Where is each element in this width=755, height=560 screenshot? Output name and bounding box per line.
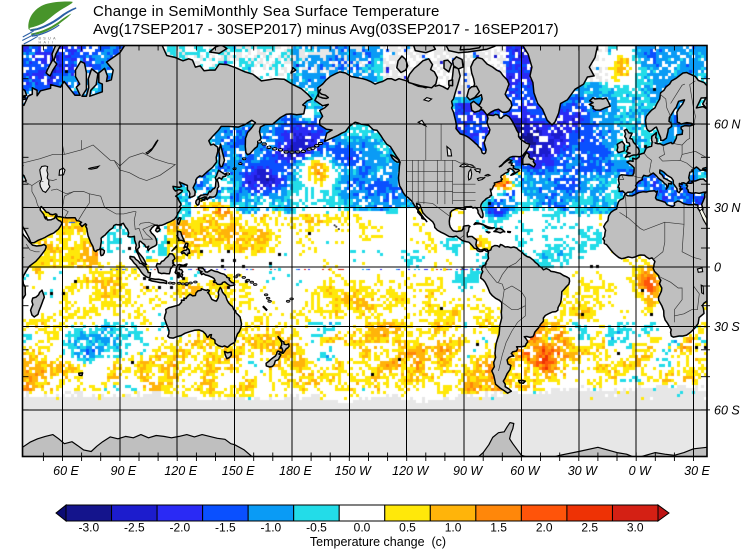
- svg-text:60 W: 60 W: [510, 464, 540, 478]
- svg-text:150 E: 150 E: [222, 464, 255, 478]
- svg-text:0 W: 0 W: [629, 464, 652, 478]
- svg-text:0: 0: [714, 261, 721, 275]
- svg-text:3.0: 3.0: [627, 521, 644, 535]
- svg-text:120 W: 120 W: [392, 464, 429, 478]
- svg-text:30 S: 30 S: [714, 320, 740, 334]
- svg-text:2.0: 2.0: [536, 521, 553, 535]
- svg-text:-2.5: -2.5: [124, 521, 145, 535]
- svg-text:60 N: 60 N: [714, 118, 741, 132]
- svg-text:-3.0: -3.0: [78, 521, 99, 535]
- svg-text:Temperature change (c): Temperature change (c): [310, 535, 446, 549]
- svg-text:HAII: HAII: [39, 41, 56, 45]
- svg-text:0.0: 0.0: [354, 521, 371, 535]
- svg-text:-2.0: -2.0: [169, 521, 190, 535]
- svg-text:120 E: 120 E: [164, 464, 197, 478]
- svg-text:90 E: 90 E: [111, 464, 137, 478]
- svg-text:-1.5: -1.5: [215, 521, 236, 535]
- svg-text:180 E: 180 E: [279, 464, 312, 478]
- svg-text:30 W: 30 W: [568, 464, 598, 478]
- svg-text:-0.5: -0.5: [306, 521, 327, 535]
- svg-text:0.5: 0.5: [399, 521, 416, 535]
- svg-text:90 W: 90 W: [453, 464, 483, 478]
- svg-text:30 E: 30 E: [684, 464, 710, 478]
- svg-text:-1.0: -1.0: [261, 521, 282, 535]
- svg-text:60 E: 60 E: [53, 464, 79, 478]
- svg-text:60 S: 60 S: [714, 403, 740, 417]
- svg-text:Avg(17SEP2017 - 30SEP2017) min: Avg(17SEP2017 - 30SEP2017) minus Avg(03S…: [93, 21, 559, 38]
- svg-text:2.5: 2.5: [581, 521, 598, 535]
- svg-text:30 N: 30 N: [714, 201, 741, 215]
- svg-text:1.5: 1.5: [490, 521, 507, 535]
- svg-text:150 W: 150 W: [335, 464, 372, 478]
- svg-text:BSUA: BSUA: [39, 37, 58, 41]
- svg-text:1.0: 1.0: [445, 521, 462, 535]
- svg-text:Change in SemiMonthly Sea Surf: Change in SemiMonthly Sea Surface Temper…: [93, 3, 440, 20]
